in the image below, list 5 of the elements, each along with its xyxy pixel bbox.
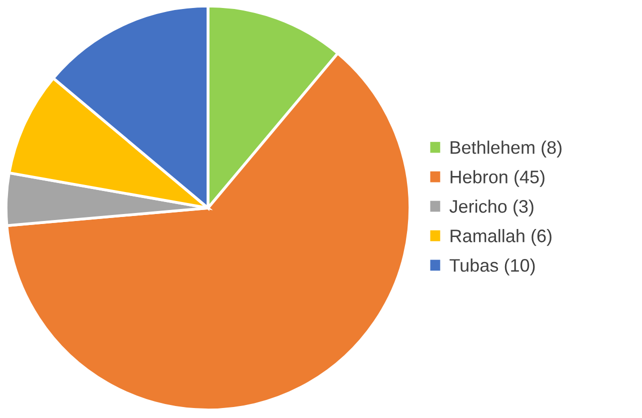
legend-label: Hebron (45) (450, 170, 544, 187)
legend-label: Jericho (3) (449, 200, 534, 216)
legend-label: Bethlehem (8) (450, 140, 562, 158)
legend-label: Ramallah (6) (450, 229, 552, 246)
legend-label: Tubas (10) (450, 258, 535, 276)
